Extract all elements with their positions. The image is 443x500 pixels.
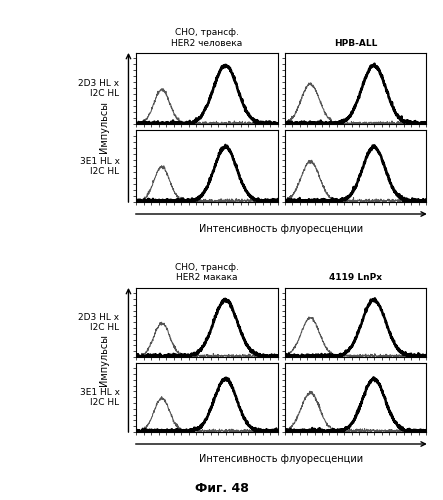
Text: CHO, трансф.
HER2 человека: CHO, трансф. HER2 человека (171, 28, 243, 48)
Text: 2D3 HL x
I2C HL: 2D3 HL x I2C HL (78, 313, 120, 332)
Text: Импульсы: Импульсы (99, 334, 109, 386)
Text: Фиг. 48: Фиг. 48 (194, 482, 249, 495)
Text: CHO, трансф.
HER2 макака: CHO, трансф. HER2 макака (175, 263, 239, 282)
Text: 2D3 HL x
I2C HL: 2D3 HL x I2C HL (78, 79, 120, 98)
Text: HPB-ALL: HPB-ALL (334, 38, 377, 48)
Text: 4119 LnPx: 4119 LnPx (329, 274, 382, 282)
Text: Импульсы: Импульсы (99, 102, 109, 154)
Text: Интенсивность флуоресценции: Интенсивность флуоресценции (199, 224, 363, 234)
Text: 3E1 HL x
I2C HL: 3E1 HL x I2C HL (80, 156, 120, 176)
Text: Интенсивность флуоресценции: Интенсивность флуоресценции (199, 454, 363, 464)
Text: 3E1 HL x
I2C HL: 3E1 HL x I2C HL (80, 388, 120, 407)
